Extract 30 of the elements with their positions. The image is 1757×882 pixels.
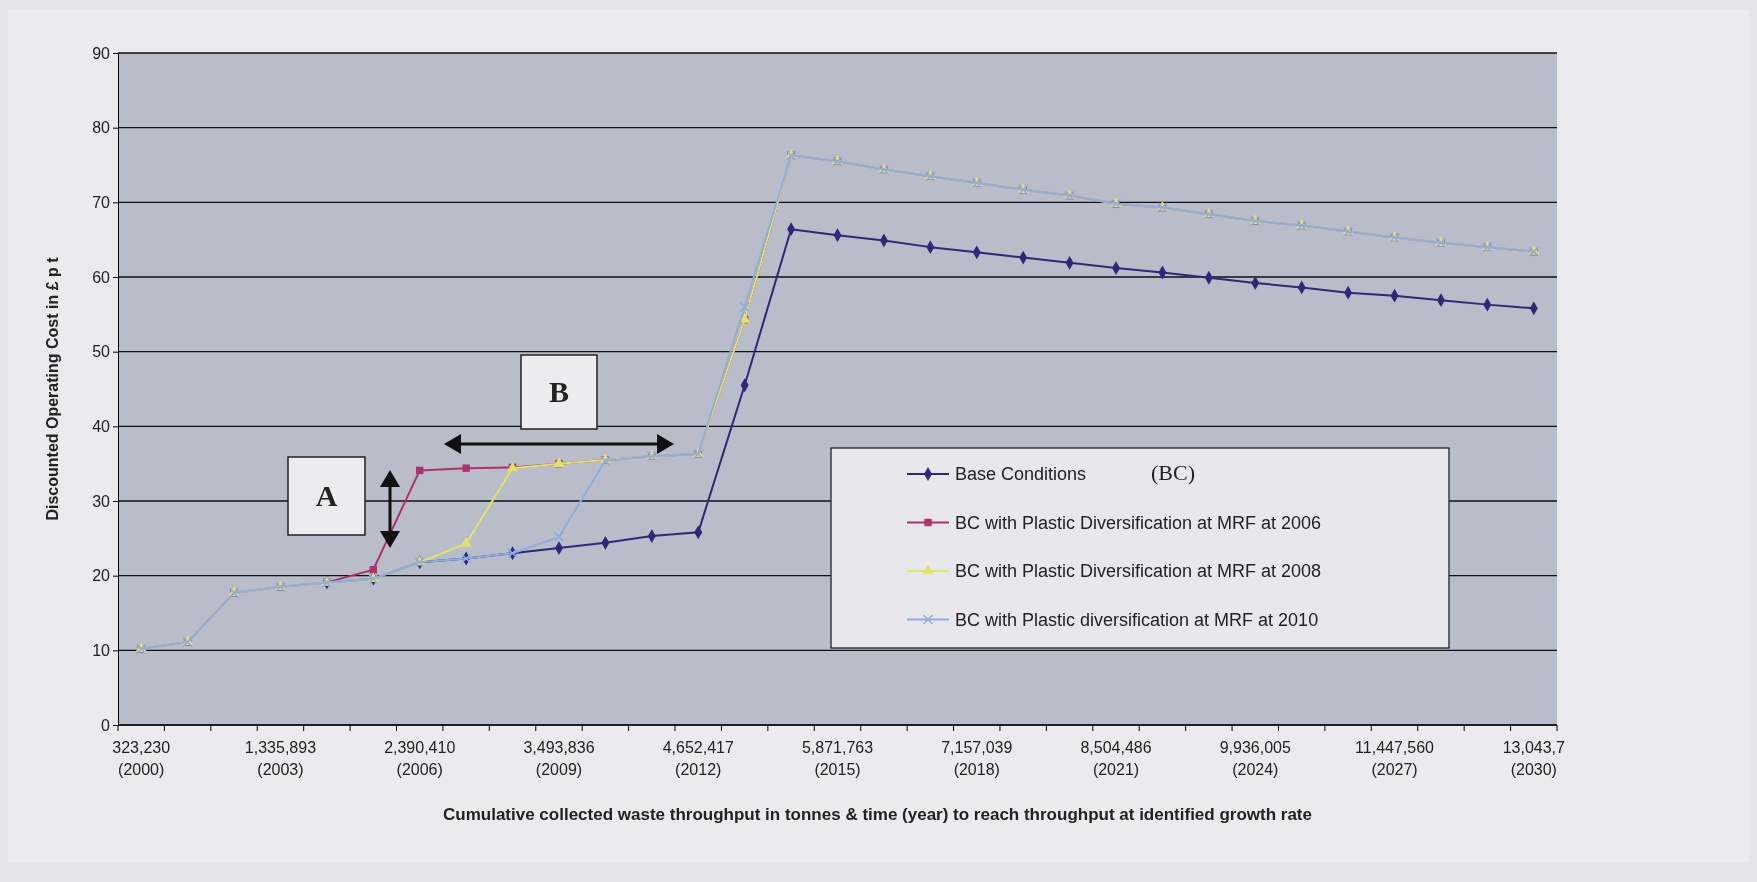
y-tick-label: 10 [92, 641, 111, 659]
y-tick-label: 70 [92, 193, 111, 211]
y-tick-label: 90 [92, 44, 111, 62]
y-tick-label: 50 [92, 343, 111, 361]
annotation: B [548, 375, 570, 408]
x-tick-label: 13,043,7 (2030) [1502, 739, 1566, 778]
x-tick-label: 8,504,486 (2021) [1080, 739, 1152, 778]
legend-label: BC with Plastic Diversification at MRF at 2008 [955, 561, 1322, 581]
x-axis-title: Cumulative collected waste throughput in tonnes & time (year) to reach throughput at identified growth rate [443, 805, 1312, 824]
annotation: A [315, 479, 338, 512]
legend-label: Base Conditions [955, 464, 1087, 484]
x-tick-label: 5,871,763 (2015) [801, 739, 874, 778]
y-tick-label: 60 [92, 268, 111, 286]
legend-label: BC with Plastic diversification at MRF at 2010 [955, 609, 1319, 630]
y-tick-label: 80 [92, 119, 111, 137]
annotation: (BC) [1151, 460, 1195, 485]
legend-label: BC with Plastic Diversification at MRF at 2006 [955, 512, 1322, 533]
x-tick-label: 11,447,560 (2027) [1355, 739, 1435, 778]
x-tick-label: 7,157,039 (2018) [941, 739, 1013, 778]
x-tick-label: 4,652,417 (2012) [662, 739, 734, 778]
y-tick-label: 20 [92, 567, 111, 585]
x-tick-label: 323,230 (2000) [112, 739, 171, 778]
x-tick-label: 3,493,836 (2009) [523, 739, 595, 778]
y-tick-label: 30 [92, 492, 111, 510]
y-tick-label: 0 [101, 716, 111, 734]
x-tick-label: 9,936,005 (2024) [1219, 739, 1291, 778]
x-tick-label: 1,335,893 (2003) [244, 739, 317, 778]
x-tick-label: 2,390,410 (2006) [384, 739, 456, 778]
y-tick-label: 40 [92, 417, 111, 435]
y-axis-title: Discounted Operating Cost in £ p t [44, 256, 61, 521]
